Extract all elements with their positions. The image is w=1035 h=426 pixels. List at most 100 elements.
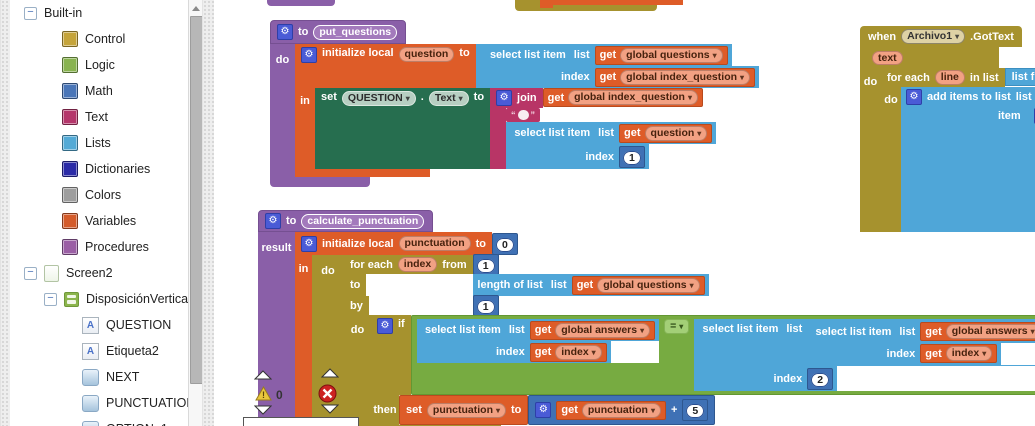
procedure-header[interactable]: to put_questions — [270, 20, 407, 44]
block-number-0[interactable]: 0 — [492, 233, 518, 255]
block-list-from-csv[interactable]: list from csv t — [1004, 68, 1035, 86]
number-field[interactable]: 1 — [623, 150, 641, 165]
variable-dropdown[interactable]: global answers — [555, 322, 651, 338]
offscreen-orange-block[interactable] — [540, 0, 683, 5]
variable-dropdown[interactable]: global index_question — [620, 69, 751, 85]
block-number-2[interactable]: 2 — [807, 367, 834, 390]
procedure-name-field[interactable]: put_questions — [313, 24, 398, 40]
block-foreach-index[interactable]: for each index from 1 — [344, 254, 1035, 426]
block-get-index-2[interactable]: get index — [920, 344, 998, 363]
text-string-field[interactable] — [517, 110, 529, 120]
offscreen-gold-block[interactable] — [515, 0, 657, 11]
block-set-question-text[interactable]: set QUESTION . Text to — [315, 88, 717, 169]
warning-triangle-icon[interactable]: ! — [255, 386, 272, 401]
variable-dropdown[interactable]: punctuation — [581, 402, 661, 418]
block-init-local-question[interactable]: initialize local question to select list… — [295, 44, 760, 177]
event-param-field[interactable]: text — [872, 51, 903, 65]
block-calculate-punctuation[interactable]: to calculate_punctuation result initiali… — [258, 210, 1035, 426]
mutator-gear-icon[interactable] — [277, 24, 293, 40]
block-number-by[interactable]: 1 — [472, 295, 499, 316]
local-var-field[interactable]: question — [398, 47, 455, 62]
collapse-icon[interactable]: − — [24, 266, 37, 280]
loop-var-field[interactable]: line — [934, 70, 965, 85]
block-get-global-answers[interactable]: get global answers — [529, 320, 656, 340]
block-equals[interactable]: select list item list get — [410, 315, 1035, 395]
sidebar-item-math[interactable]: Math — [62, 78, 113, 104]
sidebar-item-next[interactable]: NEXT — [82, 364, 139, 390]
property-dropdown[interactable]: Text — [428, 91, 469, 106]
block-select-list-item-2[interactable]: select list item list get question — [506, 122, 717, 169]
block-get-index[interactable]: get index — [529, 342, 607, 362]
variable-dropdown[interactable]: index — [555, 344, 602, 360]
block-do-result[interactable]: do for each — [312, 254, 1035, 426]
mutator-gear-icon[interactable] — [301, 235, 317, 252]
block-number-from[interactable]: 1 — [472, 254, 499, 275]
variable-dropdown[interactable]: global questions — [597, 277, 700, 293]
block-get-global-questions[interactable]: get global questions — [594, 45, 728, 65]
mutator-gear-icon[interactable] — [1033, 108, 1035, 124]
block-select-list-item-A[interactable]: select list item list get — [416, 319, 660, 363]
variable-dropdown[interactable]: global answers — [945, 324, 1035, 339]
procedure-header[interactable]: to calculate_punctuation — [258, 210, 434, 232]
block-number-5[interactable]: 5 — [682, 399, 709, 421]
collapse-icon[interactable]: − — [24, 6, 37, 20]
scroll-up-button[interactable] — [190, 2, 202, 14]
tree-node-screen2[interactable]: − Screen2 — [24, 260, 113, 286]
mutator-gear-icon[interactable] — [496, 90, 513, 106]
palette-scrollbar[interactable] — [188, 0, 203, 426]
block-number-1[interactable]: 1 — [619, 145, 645, 168]
mutator-gear-icon[interactable] — [265, 213, 281, 229]
block-text-string[interactable] — [506, 108, 541, 122]
sidebar-item-punctuation[interactable]: PUNCTUATION — [82, 390, 188, 416]
block-set-punctuation[interactable]: set punctuation to — [399, 395, 529, 425]
sidebar-item-colors[interactable]: Colors — [62, 182, 121, 208]
sidebar-item-etiqueta2[interactable]: Etiqueta2 — [82, 338, 159, 364]
block-length-of-list[interactable]: length of list list get global questions — [472, 274, 709, 296]
variable-dropdown[interactable]: global questions — [620, 47, 723, 63]
tree-node-arrangement[interactable]: − DisposiciónVertical1 — [44, 286, 188, 312]
block-get-punctuation[interactable]: get punctuation — [556, 400, 666, 420]
block-plus[interactable]: get punctuation + — [528, 395, 716, 425]
sidebar-item-control[interactable]: Control — [62, 26, 125, 52]
loop-var-field[interactable]: index — [397, 257, 438, 272]
mutator-gear-icon[interactable] — [377, 318, 393, 334]
variable-dropdown[interactable]: global index_question — [568, 90, 698, 105]
block-get-global-answers-2[interactable]: get global answers — [920, 322, 1035, 341]
operator-dropdown[interactable]: = — [664, 319, 690, 334]
variable-dropdown[interactable]: question — [644, 125, 708, 141]
block-select-list-item-B[interactable]: select list item list — [694, 319, 1035, 391]
variable-dropdown[interactable]: punctuation — [426, 402, 506, 418]
block-if[interactable]: if — [371, 315, 1035, 426]
block-init-local-punctuation[interactable]: initialize local punctuation to 0 in — [295, 232, 1035, 426]
warning-next-arrow-icon[interactable] — [254, 405, 272, 415]
event-header[interactable]: when Archivo1 .GotText — [860, 26, 1022, 47]
block-join[interactable]: join get global index_question — [490, 88, 717, 169]
sidebar-item-option1[interactable]: OPTION_1 — [82, 416, 168, 426]
number-field[interactable]: 0 — [496, 238, 514, 252]
warning-prev-arrow-icon[interactable] — [254, 370, 272, 380]
block-get-question[interactable]: get question — [619, 123, 713, 143]
sidebar-item-logic[interactable]: Logic — [62, 52, 115, 78]
sidebar-item-text[interactable]: Text — [62, 104, 108, 130]
block-get-global-index-question-2[interactable]: get global index_question — [542, 88, 703, 107]
collapse-icon[interactable]: − — [44, 292, 57, 306]
error-next-arrow-icon[interactable] — [321, 404, 339, 414]
procedure-name-field[interactable]: calculate_punctuation — [301, 213, 425, 229]
sidebar-item-lists[interactable]: Lists — [62, 130, 111, 156]
sidebar-item-variables[interactable]: Variables — [62, 208, 136, 234]
mutator-gear-icon[interactable] — [906, 89, 922, 105]
sidebar-item-question[interactable]: QUESTION — [82, 312, 171, 338]
offscreen-purple-block[interactable] — [267, 0, 335, 6]
block-get-global-index-question[interactable]: get global index_question — [594, 67, 756, 87]
component-dropdown[interactable]: QUESTION — [341, 91, 416, 106]
block-select-list-item-1[interactable]: select list item list get global questio… — [475, 44, 760, 88]
blocks-canvas[interactable]: to put_questions do initialize local que… — [214, 0, 1035, 426]
sidebar-item-dictionaries[interactable]: Dictionaries — [62, 156, 150, 182]
variable-dropdown[interactable]: index — [945, 346, 993, 361]
palette-splitter[interactable] — [202, 0, 216, 426]
error-circle-icon[interactable] — [318, 384, 337, 403]
block-put-questions[interactable]: to put_questions do initialize local que… — [270, 20, 760, 187]
sidebar-item-procedures[interactable]: Procedures — [62, 234, 149, 260]
tree-node-builtin[interactable]: − Built-in — [24, 0, 82, 26]
block-select-list-item-C[interactable]: select list item list get — [807, 320, 1035, 365]
